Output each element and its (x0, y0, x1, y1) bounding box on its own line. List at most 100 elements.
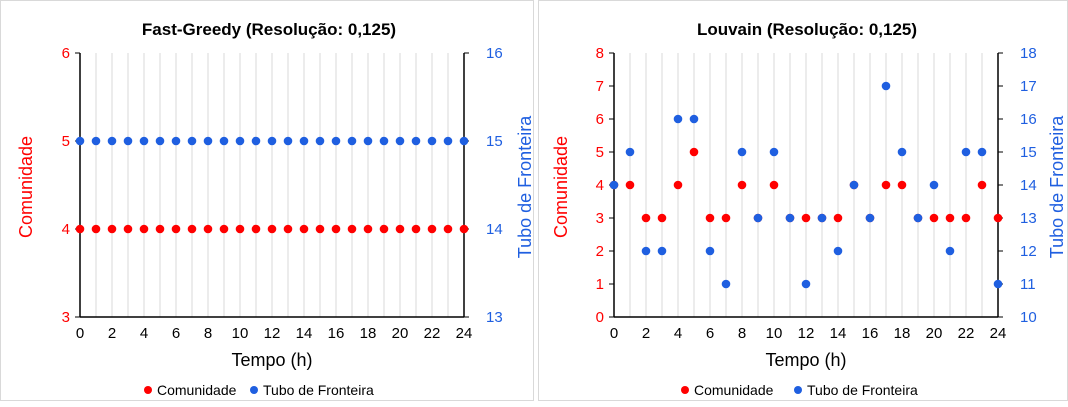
chart-louvain: Louvain (Resolução: 0,125) 0 2 4 6 8 10 12 14 16… (551, 20, 1067, 398)
data-point-tubo-de-fronteira (459, 136, 469, 146)
y-tick-label-left: 8 (596, 45, 604, 62)
data-point-comunidade (721, 213, 731, 223)
data-point-comunidade (897, 180, 907, 190)
data-point-tubo-de-fronteira (251, 136, 261, 146)
chart-fast-greedy: Fast-Greedy (Resolução: 0,125) 0 2 4 6 8 10 12… (16, 20, 535, 398)
x-tick-label: 12 (798, 325, 815, 342)
data-point-comunidade (459, 224, 469, 234)
x-tick-label: 8 (738, 325, 746, 342)
data-point-tubo-de-fronteira (203, 136, 213, 146)
y-tick-label-right: 10 (1020, 309, 1037, 326)
data-point-tubo-de-fronteira (737, 147, 747, 157)
data-point-tubo-de-fronteira (705, 246, 715, 256)
x-tick-label: 20 (926, 325, 943, 342)
data-point-comunidade (171, 224, 181, 234)
data-point-tubo-de-fronteira (769, 147, 779, 157)
y-tick-label-right: 13 (486, 309, 503, 326)
data-point-tubo-de-fronteira (379, 136, 389, 146)
data-point-comunidade (75, 224, 85, 234)
x-tick-label: 16 (328, 325, 345, 342)
data-point-comunidade (443, 224, 453, 234)
y-tick-label-left: 1 (596, 276, 604, 293)
data-point-comunidade (929, 213, 939, 223)
x-tick-label: 4 (140, 325, 148, 342)
x-tick-label: 24 (456, 325, 473, 342)
y-tick-label-right: 11 (1020, 276, 1036, 293)
data-point-tubo-de-fronteira (801, 279, 811, 289)
y-tick-label-right: 12 (1020, 243, 1037, 260)
data-point-tubo-de-fronteira (123, 136, 133, 146)
x-tick-label: 16 (862, 325, 879, 342)
data-point-comunidade (283, 224, 293, 234)
data-point-tubo-de-fronteira (865, 213, 875, 223)
data-point-comunidade (347, 224, 357, 234)
y-tick-label-left: 7 (596, 78, 604, 95)
x-tick-label: 4 (674, 325, 682, 342)
data-point-comunidade (641, 213, 651, 223)
data-point-tubo-de-fronteira (155, 136, 165, 146)
data-point-tubo-de-fronteira (977, 147, 987, 157)
data-point-tubo-de-fronteira (881, 81, 891, 91)
data-point-comunidade (689, 147, 699, 157)
data-point-comunidade (977, 180, 987, 190)
data-point-comunidade (187, 224, 197, 234)
data-point-tubo-de-fronteira (929, 180, 939, 190)
data-point-comunidade (139, 224, 149, 234)
data-point-tubo-de-fronteira (689, 114, 699, 124)
plot-area: 0 2 4 6 8 10 12 14 16 18 20 22 240123456781011121314… (596, 45, 1037, 342)
x-tick-label: 18 (894, 325, 911, 342)
data-point-comunidade (267, 224, 277, 234)
y-tick-label-left: 3 (62, 309, 70, 326)
data-point-comunidade (961, 213, 971, 223)
y-tick-label-left: 5 (62, 133, 70, 150)
data-point-tubo-de-fronteira (91, 136, 101, 146)
y-tick-label-right: 16 (486, 45, 503, 62)
x-tick-label: 20 (392, 325, 409, 342)
x-tick-label: 6 (706, 325, 714, 342)
data-point-comunidade (881, 180, 891, 190)
y-tick-label-left: 6 (62, 45, 70, 62)
data-point-tubo-de-fronteira (283, 136, 293, 146)
x-tick-label: 2 (108, 325, 116, 342)
data-point-comunidade (363, 224, 373, 234)
data-point-comunidade (395, 224, 405, 234)
legend-marker-comunidade (681, 386, 689, 394)
data-point-comunidade (673, 180, 683, 190)
y-tick-label-left: 3 (596, 210, 604, 227)
data-point-comunidade (379, 224, 389, 234)
data-point-tubo-de-fronteira (331, 136, 341, 146)
x-tick-label: 22 (958, 325, 975, 342)
data-point-tubo-de-fronteira (235, 136, 245, 146)
data-point-comunidade (411, 224, 421, 234)
data-point-tubo-de-fronteira (267, 136, 277, 146)
data-point-comunidade (235, 224, 245, 234)
data-point-tubo-de-fronteira (139, 136, 149, 146)
data-point-tubo-de-fronteira (443, 136, 453, 146)
data-point-comunidade (993, 213, 1003, 223)
legend-label-comunidade: Comunidade (157, 382, 237, 398)
y-tick-label-right: 16 (1020, 111, 1037, 128)
x-tick-label: 0 (76, 325, 84, 342)
x-tick-label: 10 (232, 325, 249, 342)
data-point-comunidade (833, 213, 843, 223)
legend-label-comunidade: Comunidade (694, 382, 774, 398)
data-point-comunidade (315, 224, 325, 234)
x-tick-label: 0 (610, 325, 618, 342)
data-point-tubo-de-fronteira (107, 136, 117, 146)
data-point-comunidade (801, 213, 811, 223)
data-point-comunidade (625, 180, 635, 190)
data-point-tubo-de-fronteira (363, 136, 373, 146)
data-point-comunidade (769, 180, 779, 190)
data-point-tubo-de-fronteira (657, 246, 667, 256)
y-axis-left-label: Comunidade (16, 136, 36, 238)
data-point-comunidade (203, 224, 213, 234)
data-point-tubo-de-fronteira (673, 114, 683, 124)
x-tick-label: 22 (424, 325, 441, 342)
data-point-tubo-de-fronteira (187, 136, 197, 146)
data-point-tubo-de-fronteira (315, 136, 325, 146)
data-point-tubo-de-fronteira (75, 136, 85, 146)
data-point-comunidade (427, 224, 437, 234)
data-point-comunidade (657, 213, 667, 223)
y-tick-label-left: 2 (596, 243, 604, 260)
